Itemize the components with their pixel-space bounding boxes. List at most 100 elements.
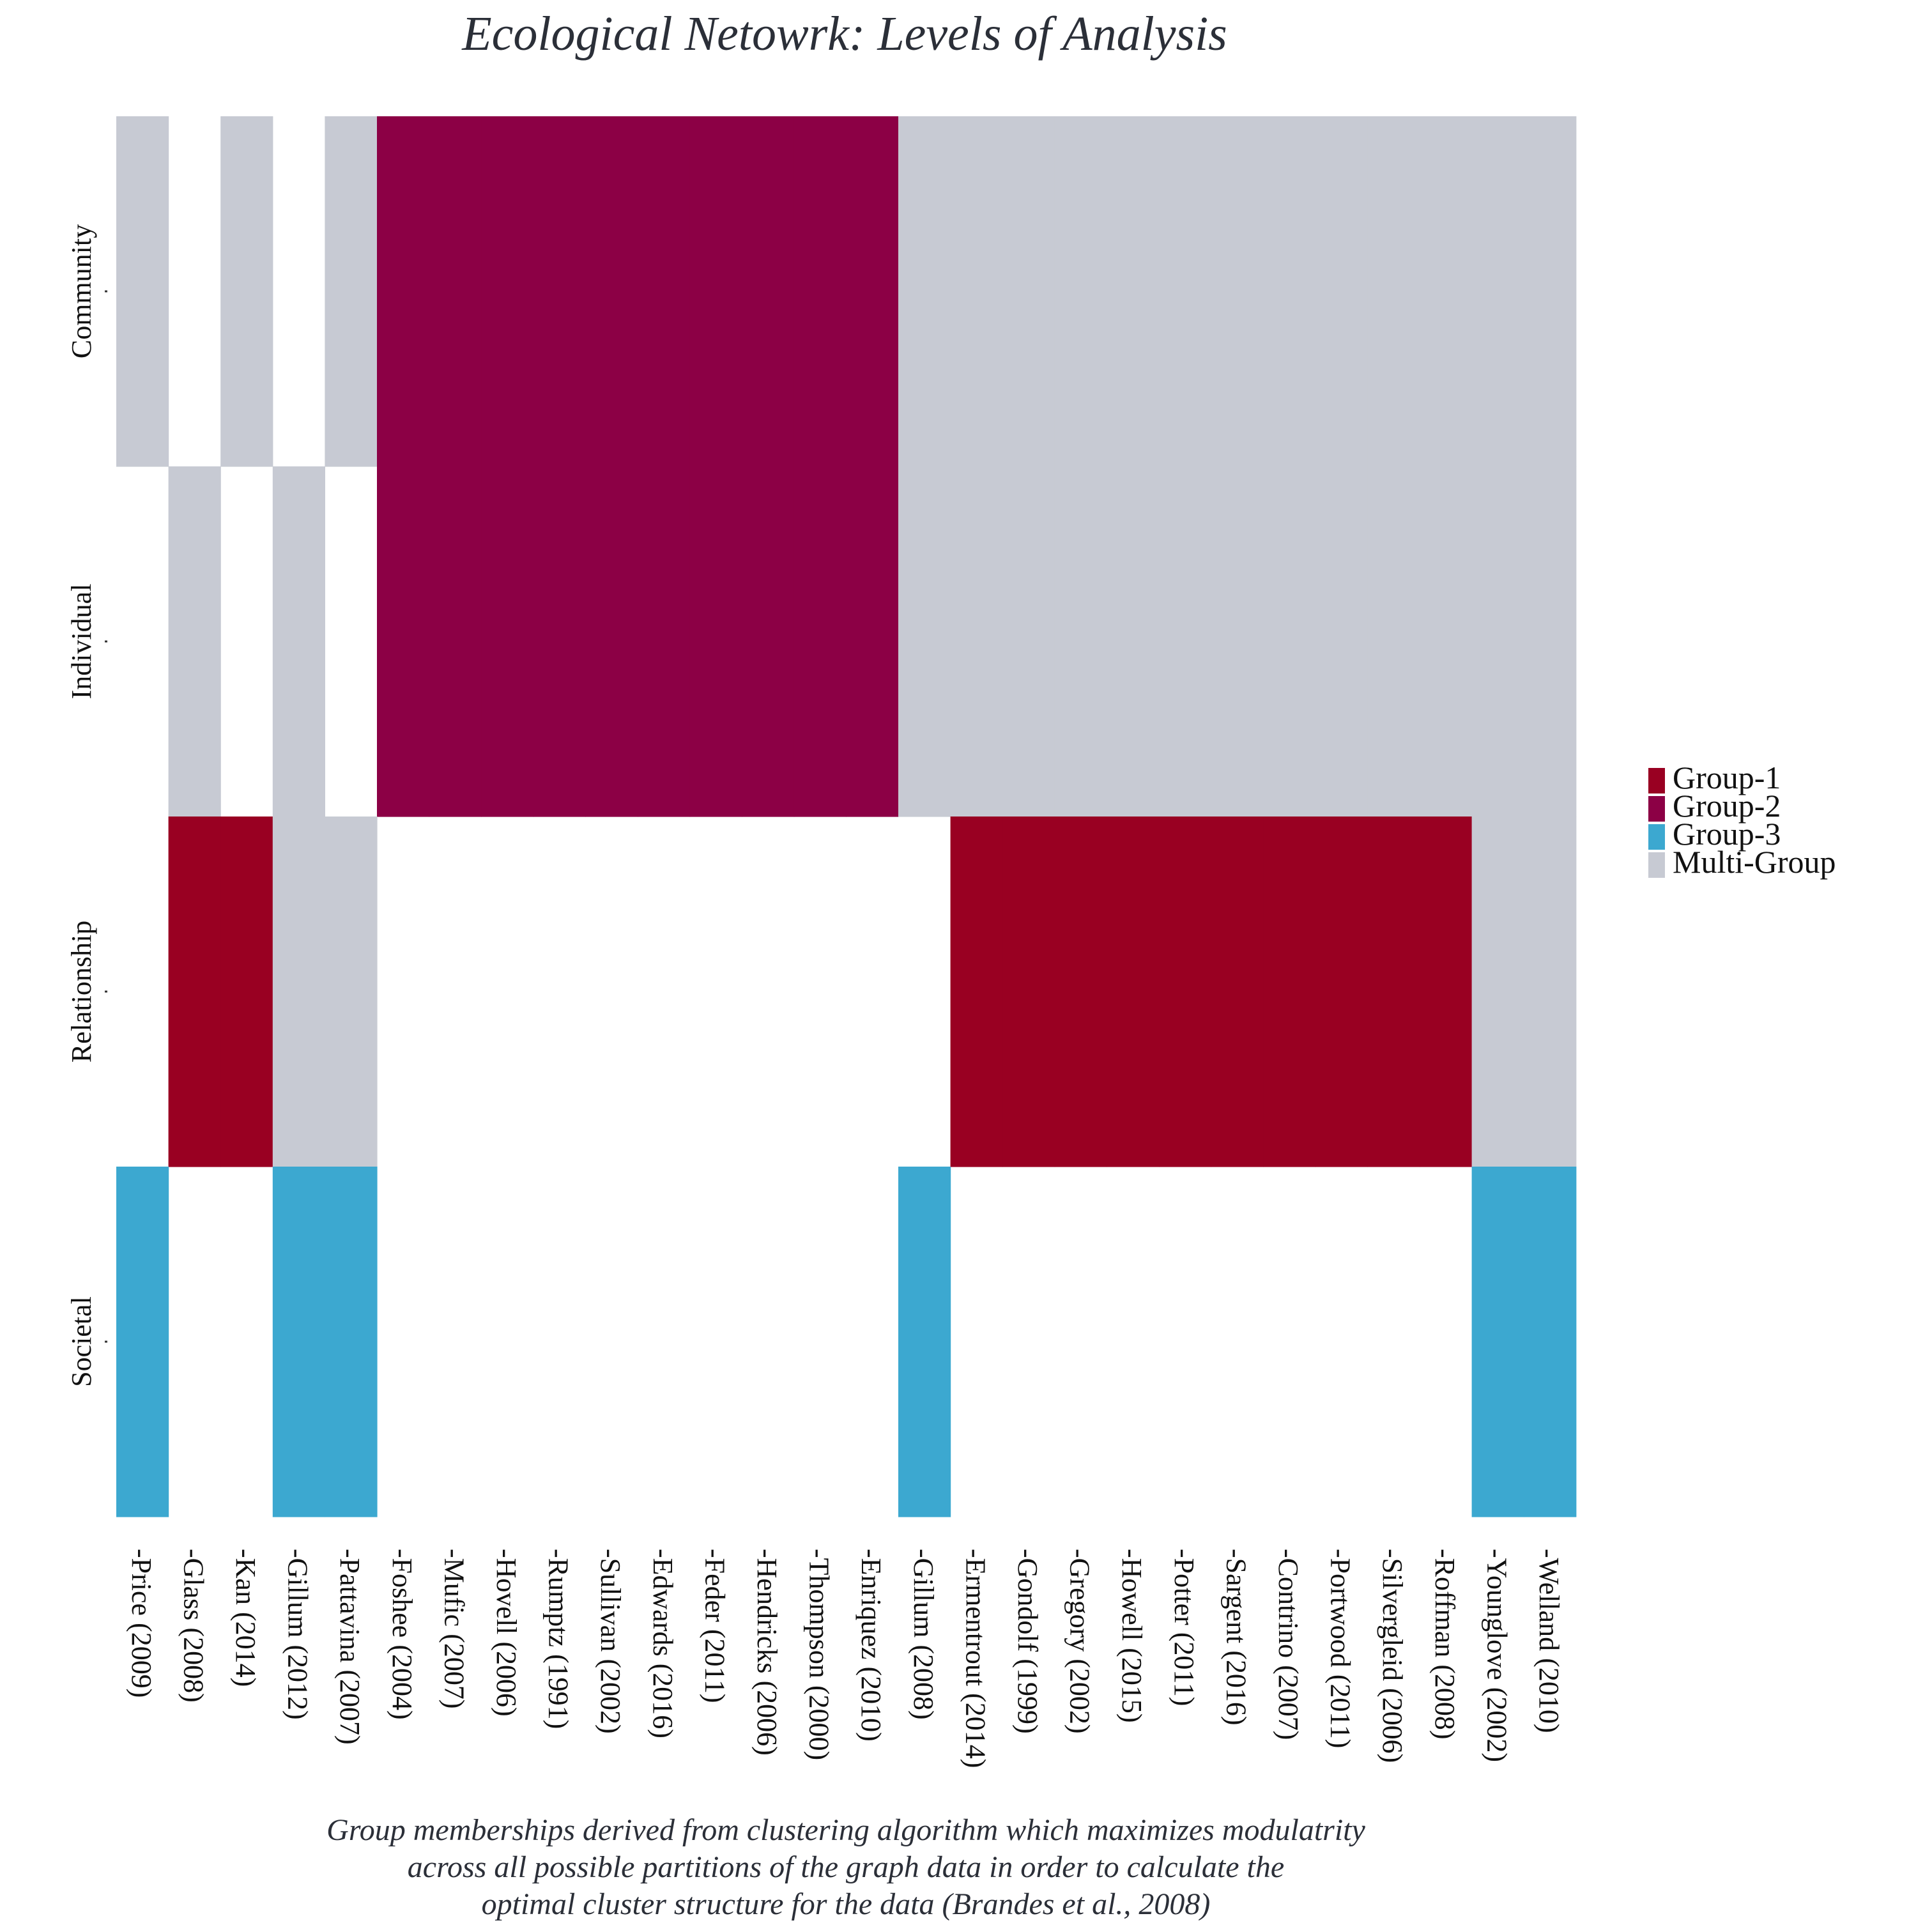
heatmap-cell [1054,466,1107,817]
x-tick-label: -Hovell (2006) [491,1549,522,1717]
x-tick-label: -Feder (2011) [699,1549,730,1703]
x-tick-label: -Foshee (2004) [387,1549,418,1720]
heatmap-cell [1211,466,1264,817]
heatmap-cell [1002,466,1055,817]
heatmap-cell [168,466,221,817]
heatmap-cell [1002,816,1055,1167]
x-tick-label: -Silvergleid (2006) [1377,1549,1408,1763]
heatmap-cell [793,466,847,817]
heatmap-cell [325,116,378,467]
heatmap-cell [220,116,273,467]
y-tick-label: Societal [66,1296,97,1387]
x-tick-label: -Pattavina (2007) [334,1549,365,1745]
heatmap-cell [1315,466,1368,817]
heatmap-cell [793,116,847,467]
heatmap-cell [1002,116,1055,467]
heatmap-cell [1420,816,1473,1167]
x-tick-label: -Mufic (2007) [438,1549,470,1709]
heatmap-cell [585,116,638,467]
heatmap-cell [272,466,325,817]
heatmap-cell [689,466,742,817]
heatmap-cell [1159,466,1212,817]
heatmap-cell [585,466,638,817]
x-tick-label: -Roffman (2008) [1429,1549,1460,1740]
heatmap-cell [533,116,586,467]
heatmap-cell [1524,466,1577,817]
heatmap-cell [950,816,1003,1167]
heatmap-cell [481,116,534,467]
x-tick-label: -Welland (2010) [1533,1549,1565,1733]
heatmap-cell [1159,116,1212,467]
x-tick-label: -Thompson (2000) [804,1549,835,1760]
caption-line: optimal cluster structure for the data (… [482,1887,1211,1921]
heatmap-cell [898,1167,951,1517]
heatmap-cell [377,466,430,817]
x-tick-label: -Gregory (2002) [1064,1549,1096,1734]
x-tick-label: -Kan (2014) [230,1549,261,1687]
x-tick-label: -Contrino (2007) [1273,1549,1304,1740]
heatmap-cell [638,466,691,817]
chart-caption: Group memberships derived from clusterin… [326,1813,1365,1921]
heatmap-cell [220,816,273,1167]
y-axis: Community Individual Relationship Societal [66,224,107,1387]
heatmap-cell [1524,816,1577,1167]
heatmap-cell [846,116,899,467]
heatmap-cell [1107,816,1160,1167]
legend-swatch [1648,796,1665,822]
heatmap-cell [689,116,742,467]
heatmap-cell [116,116,169,467]
x-tick-label: -Gillum (2012) [282,1549,314,1720]
legend-label: Group-2 [1673,788,1781,824]
legend-label: Multi-Group [1673,844,1836,880]
x-tick-label: -Gillum (2008) [908,1549,939,1720]
y-tick-label: Community [66,224,97,358]
heatmap-cell [168,816,221,1167]
heatmap-cell [898,116,951,467]
x-tick-label: -Ermentrout (2014) [960,1549,991,1768]
heatmap-cell [1420,466,1473,817]
heatmap-cell [1367,466,1420,817]
heatmap-cell [377,116,430,467]
heatmap-cell [1211,816,1264,1167]
caption-line: Group memberships derived from clusterin… [326,1813,1365,1847]
legend-swatch [1648,768,1665,793]
x-tick-label: -Edwards (2016) [647,1549,678,1738]
heatmap-cell [1263,466,1316,817]
heatmap-cell [1471,116,1524,467]
caption-line: across all possible partitions of the gr… [408,1850,1284,1884]
x-tick-label: -Hendricks (2006) [751,1549,783,1756]
x-tick-label: -Younglove (2002) [1481,1549,1512,1762]
heatmap-cell [1107,466,1160,817]
heatmap-cell [1315,116,1368,467]
heatmap-cell [1367,816,1420,1167]
heatmap-cell [533,466,586,817]
heatmap-cell [325,816,378,1167]
heatmap-cell [846,466,899,817]
heatmap-cell [1159,816,1212,1167]
x-tick-label: -Sullivan (2002) [595,1549,626,1734]
heatmap-cell [1054,116,1107,467]
legend-swatch [1648,824,1665,850]
heatmap-cell [1471,466,1524,817]
x-tick-label: -Sargent (2016) [1220,1549,1252,1726]
heatmap-cell [1054,816,1107,1167]
x-tick-label: -Gondolf (1999) [1012,1549,1043,1734]
x-tick-label: -Rumptz (1991) [543,1549,574,1729]
heatmap-cell [1263,116,1316,467]
heatmap-cell [116,1167,169,1517]
legend-label: Group-1 [1673,760,1781,795]
x-tick-label: -Portwood (2011) [1325,1549,1356,1748]
x-tick-label: -Price (2009) [126,1549,157,1698]
heatmap-cell [272,1167,325,1517]
heatmap-cell [1471,1167,1524,1517]
heatmap-cell [898,466,951,817]
x-tick-label: -Glass (2008) [178,1549,209,1703]
heatmap-cell [1107,116,1160,467]
heatmap-cell [1420,116,1473,467]
heatmap-cells [116,116,1577,1517]
x-tick-label: -Enriquez (2010) [855,1549,887,1742]
heatmap-cell [1211,116,1264,467]
heatmap-cell [950,466,1003,817]
heatmap-cell [742,466,795,817]
